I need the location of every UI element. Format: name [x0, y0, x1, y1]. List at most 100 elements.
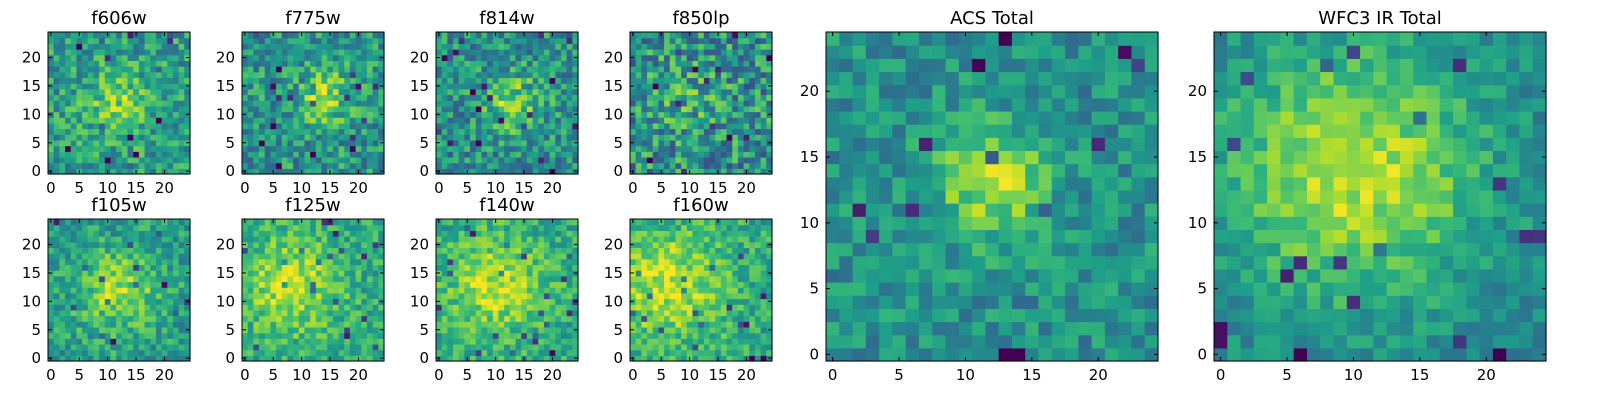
heatmap-cell [560, 298, 568, 305]
heatmap-cell [532, 275, 539, 283]
heatmap-cell [504, 134, 511, 141]
heatmap-cell [116, 128, 123, 135]
heatmap-cell [720, 128, 728, 135]
heatmap-cell [737, 292, 745, 300]
heatmap-cell [470, 224, 477, 231]
heatmap-cell [754, 66, 762, 73]
heatmap-cell [726, 162, 733, 169]
heatmap-cell [509, 236, 517, 243]
heatmap-cell [737, 332, 745, 339]
heatmap-cell [259, 43, 266, 50]
panel-title: f125w [285, 195, 340, 216]
heatmap-cell [116, 224, 123, 231]
heatmap-cell [65, 241, 72, 248]
heatmap-cell [566, 49, 573, 56]
heatmap-cell [686, 60, 694, 67]
heatmap-cell [276, 224, 283, 231]
heatmap-cell [549, 134, 556, 141]
heatmap-cell [110, 287, 117, 294]
heatmap-cell [464, 247, 471, 254]
heatmap-cell [492, 83, 500, 90]
heatmap-cell [555, 253, 562, 260]
heatmap-cell [492, 37, 500, 44]
heatmap-cell [144, 292, 151, 300]
heatmap-cell [65, 287, 72, 294]
heatmap-cell [470, 60, 477, 67]
heatmap-cell [743, 298, 750, 305]
heatmap-cell [732, 100, 739, 107]
heatmap-cell [372, 326, 379, 334]
heatmap-cell [560, 275, 568, 283]
heatmap-cell [133, 287, 140, 294]
heatmap-cell [155, 100, 163, 107]
heatmap-cell [48, 247, 55, 254]
heatmap-cell [470, 139, 477, 147]
heatmap-cell [144, 247, 151, 254]
heatmap-cell [658, 349, 665, 356]
heatmap-cell [509, 60, 517, 67]
heatmap-cell [93, 321, 100, 328]
heatmap-cell [521, 122, 528, 130]
heatmap-cell [681, 309, 688, 317]
heatmap-cell [253, 88, 260, 96]
heatmap-cell [766, 343, 773, 351]
heatmap-cell [253, 128, 260, 135]
heatmap-cell [492, 349, 500, 356]
heatmap-cell [635, 292, 642, 300]
heatmap-cell [82, 88, 89, 96]
heatmap-cell [464, 43, 471, 50]
heatmap-cell [48, 236, 55, 243]
heatmap-cell [253, 60, 260, 67]
heatmap-cell [332, 111, 340, 118]
heatmap-cell [470, 236, 477, 243]
heatmap-cell [355, 343, 362, 351]
heatmap-cell [481, 145, 488, 152]
heatmap-cell [675, 37, 682, 44]
heatmap-cell [264, 145, 271, 152]
heatmap-cell [464, 128, 471, 135]
heatmap-cell [692, 134, 699, 141]
heatmap-cell [481, 156, 488, 164]
heatmap-cell [372, 281, 379, 288]
heatmap-cell [276, 287, 283, 294]
heatmap-cell [498, 77, 505, 84]
heatmap-cell [121, 258, 129, 266]
heatmap-cell [332, 338, 340, 345]
heatmap-cell [321, 230, 328, 237]
heatmap-cell [515, 156, 522, 164]
heatmap-cell [116, 139, 123, 147]
heatmap-cell [492, 224, 500, 231]
heatmap-cell [664, 349, 671, 356]
heatmap-cell [184, 122, 191, 130]
heatmap-cell [515, 117, 522, 124]
heatmap-cell [470, 162, 477, 169]
heatmap-cell [184, 66, 191, 73]
heatmap-cell [53, 145, 60, 152]
heatmap-cell [144, 298, 151, 305]
heatmap-cell [664, 304, 671, 311]
heatmap-cell [498, 315, 505, 322]
heatmap-cell [647, 66, 654, 73]
heatmap-cell [172, 230, 180, 237]
heatmap-cell [76, 54, 83, 61]
heatmap-cell [247, 219, 254, 226]
heatmap-cell [310, 270, 317, 277]
heatmap-cell [630, 71, 637, 79]
heatmap-cell [635, 94, 642, 101]
heatmap-cell [53, 349, 60, 356]
heatmap-cell [686, 83, 694, 90]
heatmap-cell [281, 49, 289, 56]
heatmap-cell [441, 156, 448, 164]
heatmap-cell [760, 151, 767, 158]
heatmap-cell [184, 338, 191, 345]
heatmap-cell [436, 224, 443, 231]
heatmap-cell [447, 355, 454, 362]
heatmap-cell [675, 111, 682, 118]
heatmap-cell [178, 292, 185, 300]
heatmap-cell [732, 66, 739, 73]
heatmap-cell [504, 49, 511, 56]
heatmap-cell [754, 105, 762, 113]
heatmap-cell [361, 219, 368, 226]
heatmap-cell [641, 105, 648, 113]
heatmap-cell [184, 287, 191, 294]
